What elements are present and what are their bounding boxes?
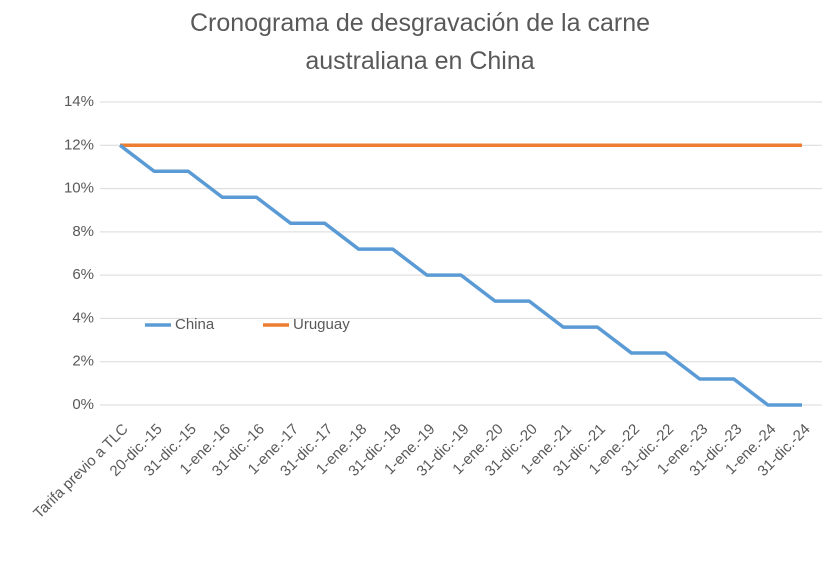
- legend-label: Uruguay: [293, 316, 350, 333]
- chart-title: Cronograma de desgravación de la carne a…: [190, 9, 650, 75]
- legend-label: China: [175, 316, 215, 333]
- y-tick-label: 6%: [72, 266, 94, 283]
- series-line: [118, 143, 802, 407]
- y-tick-label: 8%: [72, 223, 94, 240]
- y-tick-label: 10%: [64, 180, 94, 197]
- y-tick-label: 14%: [64, 93, 94, 110]
- y-tick-label: 0%: [72, 396, 94, 413]
- y-tick-label: 4%: [72, 309, 94, 326]
- y-tick-label: 2%: [72, 353, 94, 370]
- y-tick-label: 12%: [64, 136, 94, 153]
